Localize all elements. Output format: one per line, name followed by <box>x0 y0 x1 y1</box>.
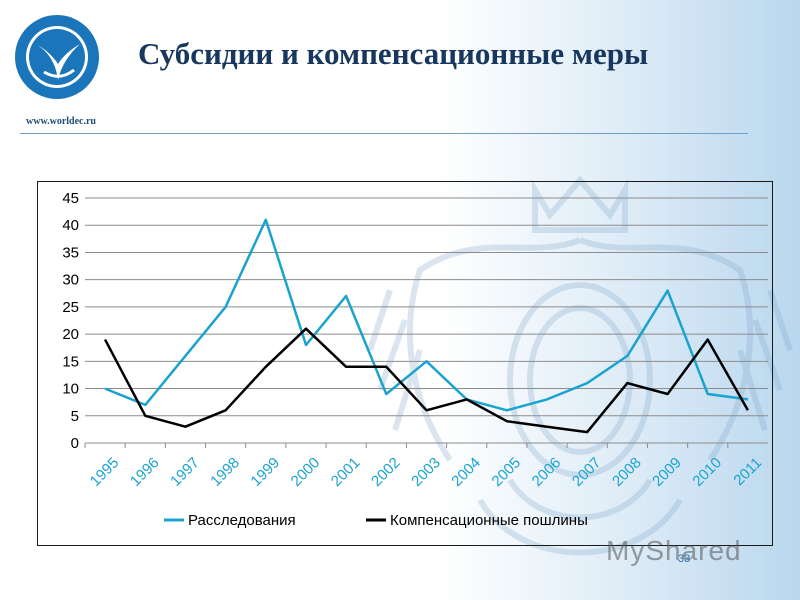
legend-label-1: Расследования <box>188 512 296 529</box>
x-tick-label: 2007 <box>569 454 605 490</box>
university-logo <box>15 15 99 99</box>
x-tick-label: 2000 <box>288 454 324 490</box>
y-tick-label: 10 <box>62 381 79 398</box>
y-tick-label: 0 <box>71 435 79 452</box>
x-tick-label: 1998 <box>207 454 243 490</box>
x-tick-label: 1999 <box>247 454 283 490</box>
y-tick-label: 45 <box>62 190 79 207</box>
header-divider <box>20 133 748 134</box>
x-tick-label: 1995 <box>87 454 123 490</box>
site-url: www.worldec.ru <box>26 116 96 127</box>
page-title: Субсидии и компенсационные меры <box>138 36 649 71</box>
x-tick-label: 2001 <box>328 454 364 490</box>
y-tick-label: 15 <box>62 353 79 370</box>
legend-label-2: Компенсационные пошлины <box>390 512 588 529</box>
y-tick-label: 30 <box>62 272 79 289</box>
x-tick-label: 2002 <box>368 454 404 490</box>
watermark-text: MyShared <box>606 535 742 566</box>
y-tick-label: 5 <box>71 408 79 425</box>
page-number: 33 <box>678 553 691 565</box>
x-tick-label: 2009 <box>649 454 685 490</box>
y-tick-label: 20 <box>62 326 79 343</box>
x-tick-label: 2011 <box>730 454 765 489</box>
series-line-2 <box>103 327 749 434</box>
x-tick-label: 2006 <box>529 454 565 490</box>
x-tick-label: 2008 <box>609 454 645 490</box>
y-tick-label: 25 <box>62 299 79 316</box>
x-tick-label: 1997 <box>167 454 203 490</box>
y-tick-label: 35 <box>62 244 79 261</box>
background-emblem <box>367 175 793 556</box>
x-tick-label: 2003 <box>408 454 444 490</box>
x-tick-label: 2010 <box>689 454 725 490</box>
x-tick-label: 2004 <box>448 454 484 490</box>
x-tick-label: 2005 <box>489 454 525 490</box>
series-line-1 <box>104 218 749 412</box>
chart-container: 0 5 10 15 20 25 30 35 40 45 1995 1996 1997 1998 1999 20… <box>37 181 773 546</box>
y-tick-label: 40 <box>62 217 79 234</box>
x-tick-label: 1996 <box>127 454 163 490</box>
